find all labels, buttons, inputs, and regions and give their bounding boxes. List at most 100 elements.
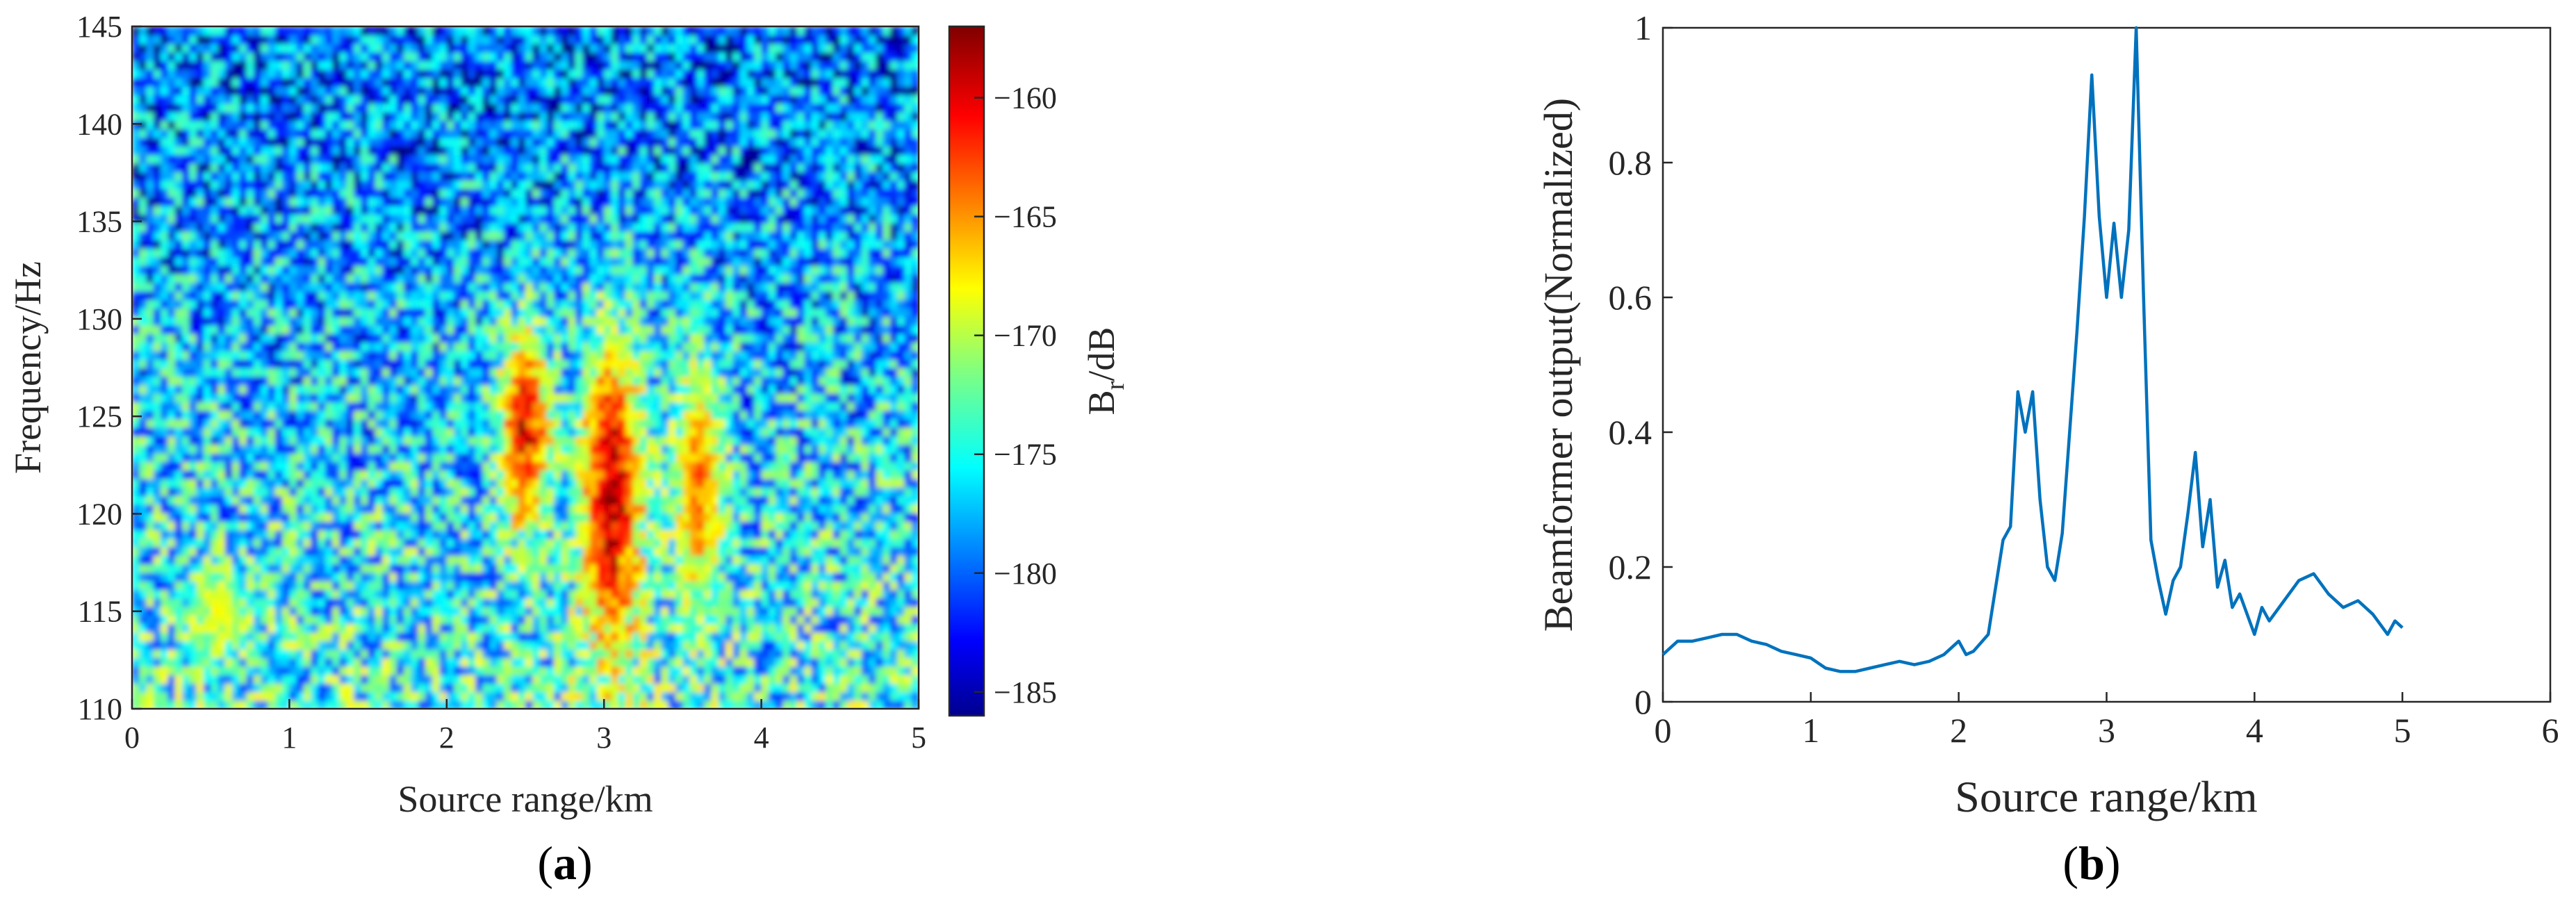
- heatmap-cell: [432, 299, 441, 309]
- heatmap-cell: [446, 572, 455, 582]
- heatmap-cell: [232, 256, 240, 266]
- heatmap-cell: [239, 231, 247, 240]
- heatmap-cell: [425, 649, 434, 659]
- heatmap-cell: [182, 316, 190, 326]
- heatmap-cell: [468, 657, 476, 667]
- heatmap-cell: [561, 85, 569, 96]
- heatmap-cell: [361, 384, 369, 394]
- heatmap-cell: [525, 103, 534, 113]
- heatmap-cell: [218, 163, 226, 172]
- heatmap-cell: [167, 239, 176, 249]
- heatmap-cell: [161, 470, 169, 479]
- heatmap-cell: [246, 512, 254, 522]
- heatmap-cell: [432, 342, 441, 352]
- heatmap-cell: [496, 418, 505, 428]
- heatmap-cell: [161, 273, 169, 283]
- heatmap-cell: [153, 342, 162, 352]
- heatmap-cell: [425, 683, 434, 693]
- heatmap-cell: [239, 248, 247, 258]
- heatmap-cell: [539, 248, 548, 258]
- heatmap-cell: [496, 649, 505, 659]
- heatmap-cell: [282, 171, 290, 181]
- heatmap-cell: [532, 614, 541, 625]
- heatmap-cell: [504, 350, 512, 360]
- heatmap-cell: [461, 529, 469, 539]
- heatmap-cell: [354, 26, 362, 36]
- heatmap-cell: [382, 290, 391, 300]
- heatmap-cell: [261, 512, 269, 522]
- heatmap-cell: [282, 333, 290, 343]
- heatmap-cell: [575, 393, 584, 403]
- heatmap-cell: [282, 103, 290, 113]
- heatmap-cell: [504, 546, 512, 557]
- heatmap-cell: [368, 60, 376, 70]
- heatmap-cell: [246, 26, 254, 36]
- heatmap-cell: [139, 239, 147, 249]
- heatmap-cell: [139, 504, 147, 513]
- heatmap-cell: [518, 402, 526, 411]
- heatmap-cell: [375, 589, 384, 599]
- heatmap-cell: [161, 614, 169, 625]
- heatmap-cell: [203, 376, 212, 386]
- heatmap-cell: [489, 700, 498, 709]
- heatmap-cell: [461, 77, 469, 87]
- heatmap-cell: [211, 512, 219, 522]
- heatmap-cell: [232, 171, 240, 181]
- heatmap-cell: [303, 580, 312, 591]
- heatmap-cell: [261, 43, 269, 53]
- heatmap-cell: [454, 35, 462, 44]
- heatmap-cell: [475, 572, 484, 582]
- heatmap-cell: [461, 69, 469, 79]
- heatmap-cell: [546, 649, 555, 659]
- heatmap-cell: [432, 103, 441, 113]
- heatmap-cell: [518, 486, 526, 497]
- heatmap-cell: [382, 368, 391, 377]
- heatmap-cell: [454, 555, 462, 565]
- heatmap-cell: [354, 35, 362, 44]
- heatmap-cell: [504, 529, 512, 539]
- heatmap-cell: [146, 137, 154, 147]
- heatmap-cell: [132, 316, 140, 326]
- heatmap-cell: [274, 35, 284, 44]
- heatmap-cell: [496, 564, 505, 573]
- heatmap-cell: [375, 145, 384, 156]
- heatmap-cell: [196, 94, 204, 104]
- heatmap-cell: [539, 137, 548, 147]
- heatmap-cell: [389, 691, 397, 701]
- heatmap-cell: [525, 691, 534, 701]
- heatmap-cell: [368, 436, 376, 445]
- heatmap-cell: [361, 103, 369, 113]
- heatmap-cell: [396, 427, 405, 437]
- heatmap-cell: [246, 77, 254, 87]
- heatmap-cell: [211, 368, 219, 377]
- heatmap-cell: [382, 179, 391, 190]
- heatmap-cell: [518, 623, 526, 633]
- heatmap-cell: [239, 623, 247, 633]
- heatmap-cell: [454, 359, 462, 368]
- heatmap-cell: [411, 649, 419, 659]
- heatmap-cell: [368, 632, 376, 641]
- heatmap-cell: [382, 606, 391, 616]
- heatmap-cell: [153, 402, 162, 411]
- heatmap-cell: [418, 282, 426, 292]
- heatmap-cell: [167, 282, 176, 292]
- heatmap-cell: [382, 486, 391, 497]
- heatmap-cell: [232, 290, 240, 300]
- heatmap-cell: [411, 700, 419, 709]
- heatmap-cell: [546, 129, 555, 138]
- heatmap-cell: [368, 520, 376, 531]
- heatmap-cell: [167, 436, 176, 445]
- heatmap-cell: [332, 572, 341, 582]
- heatmap-cell: [296, 555, 304, 565]
- heatmap-cell: [311, 179, 319, 190]
- heatmap-cell: [274, 290, 284, 300]
- heatmap-cell: [525, 145, 534, 156]
- heatmap-cell: [153, 120, 162, 130]
- heatmap-cell: [246, 418, 254, 428]
- heatmap-cell: [354, 205, 362, 215]
- heatmap-cell: [189, 410, 197, 420]
- heatmap-cell: [532, 231, 541, 240]
- heatmap-cell: [389, 179, 397, 190]
- heatmap-cell: [382, 26, 391, 36]
- heatmap-cell: [504, 632, 512, 641]
